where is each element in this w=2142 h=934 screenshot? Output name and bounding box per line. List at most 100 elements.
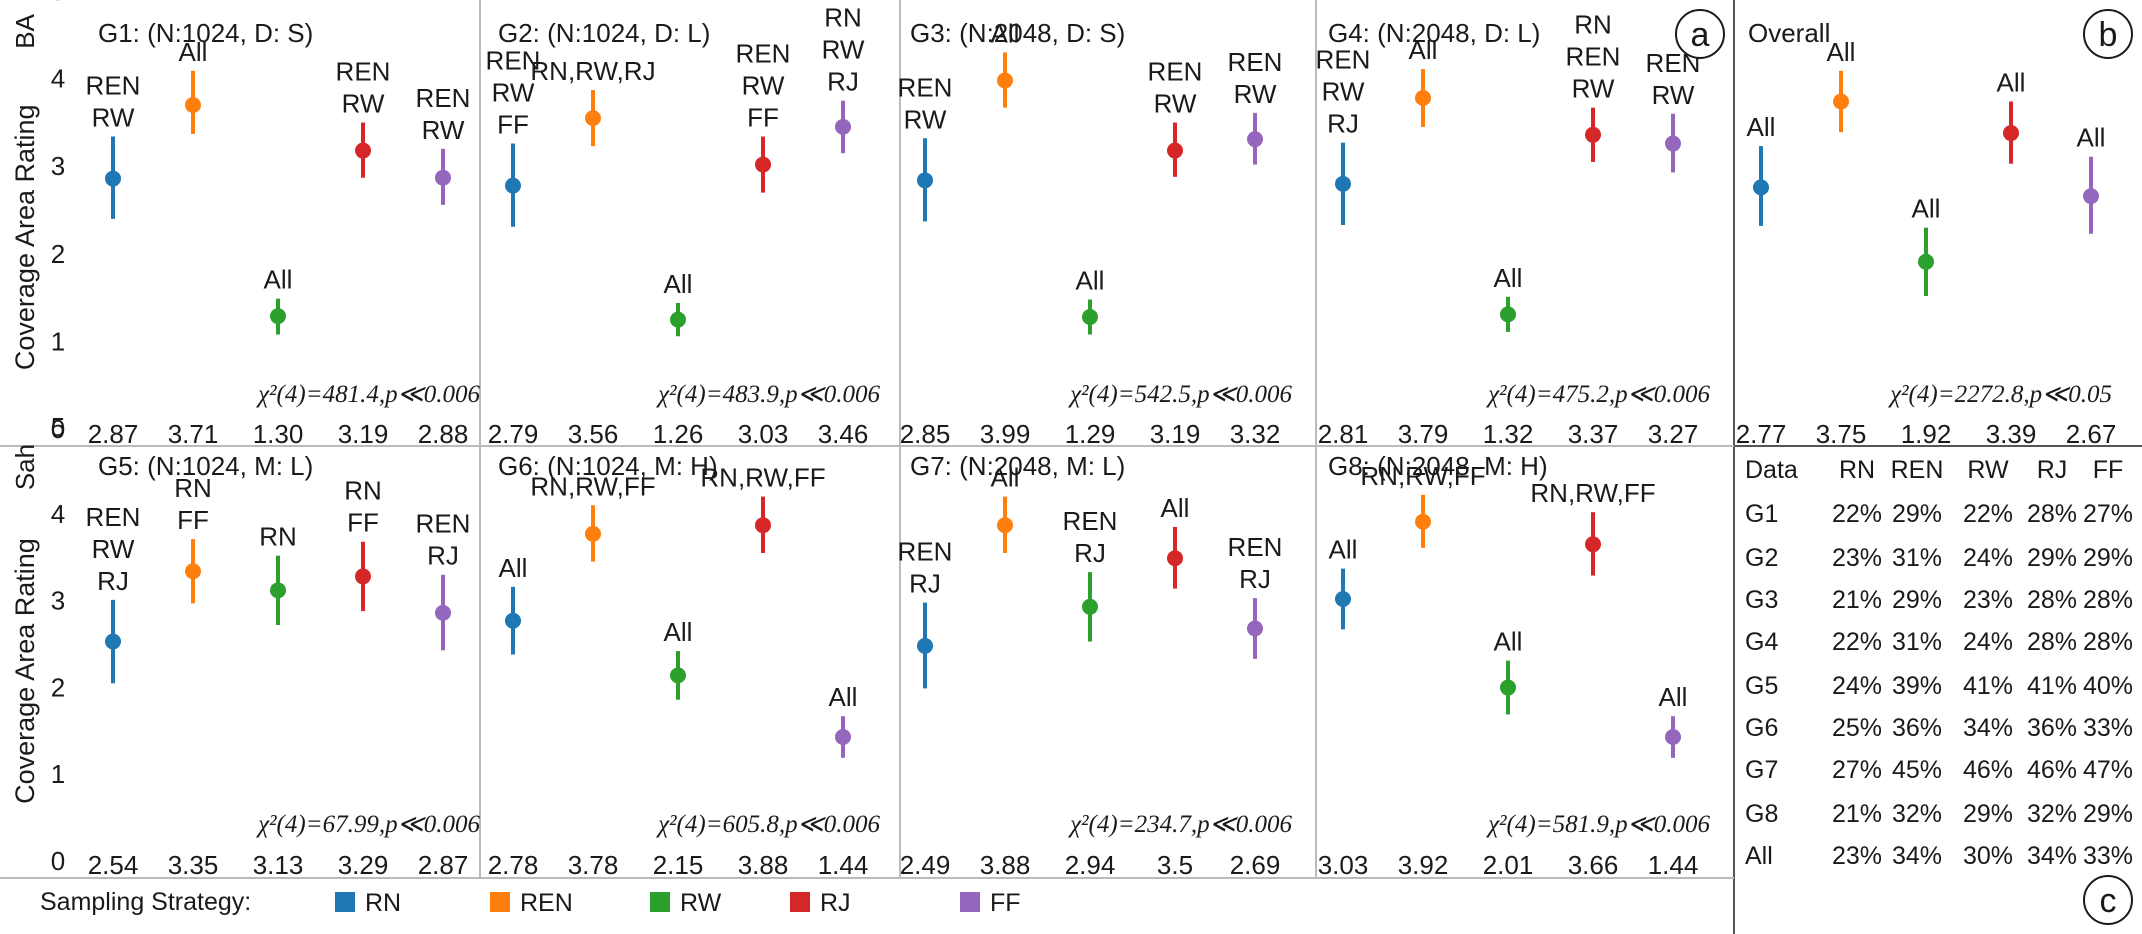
chi-square-stat: χ²(4)=234.7,p≪0.006 <box>1068 811 1292 838</box>
chi-square-stat: χ²(4)=475.2,p≪0.006 <box>1486 381 1710 408</box>
point-ff <box>1665 729 1681 746</box>
table-cell: 30% <box>1963 842 2013 870</box>
legend-label-ff: FF <box>990 889 1021 917</box>
panel-2: G2: (N:1024, D: L) χ²(4)=483.9,p≪0.006 REN… <box>486 3 881 449</box>
table-cell: 36% <box>2027 714 2077 742</box>
table-cell: 46% <box>2027 756 2077 784</box>
table-cell: 28% <box>2027 586 2077 614</box>
table-header-cell: Data <box>1745 456 1798 484</box>
significance-label: REN <box>1063 506 1118 536</box>
corner-label: a <box>1691 16 1710 54</box>
point-rw <box>670 311 686 328</box>
significance-label: REN <box>86 71 141 101</box>
significance-label: RW <box>342 89 385 119</box>
significance-label: All <box>1161 493 1190 523</box>
table-cell: 28% <box>2083 586 2133 614</box>
legend-label-rw: RW <box>680 889 722 917</box>
table-header-cell: FF <box>2093 456 2124 484</box>
significance-label: All <box>1659 682 1688 712</box>
mean-value: 3.56 <box>568 419 619 449</box>
significance-label: FF <box>747 103 779 133</box>
mean-value: 3.78 <box>568 850 619 880</box>
table-cell: 46% <box>1963 756 2013 784</box>
point-ren <box>997 72 1013 89</box>
y-tick-label: 2 <box>51 672 65 702</box>
significance-label: REN <box>898 72 953 102</box>
point-rj <box>755 156 771 173</box>
mean-value: 3.46 <box>818 419 869 449</box>
mean-value: 2.49 <box>900 850 951 880</box>
point-rn <box>105 170 121 187</box>
significance-label: RW <box>92 103 135 133</box>
mean-value: 2.94 <box>1065 850 1116 880</box>
point-rn <box>105 633 121 650</box>
panel-title: G5: (N:1024, M: L) <box>98 451 313 481</box>
significance-label: All <box>1997 68 2026 98</box>
panel-title: G3: (N:2048, D: S) <box>910 18 1125 48</box>
y-tick-label: 5 <box>51 0 65 6</box>
mean-value: 2.77 <box>1736 419 1787 449</box>
significance-label: REN <box>736 39 791 69</box>
significance-label: RW <box>1234 79 1277 109</box>
table-cell: 24% <box>1963 628 2013 656</box>
table-cell: 24% <box>1963 544 2013 572</box>
significance-label: RN,RW,RJ <box>530 56 655 86</box>
mean-value: 3.37 <box>1568 419 1619 449</box>
mean-value: 3.35 <box>168 850 219 880</box>
table-cell: 21% <box>1832 586 1882 614</box>
legend-label-ren: REN <box>520 889 573 917</box>
table-cell: 41% <box>2027 672 2077 700</box>
panel-title: G4: (N:2048, D: L) <box>1328 18 1540 48</box>
corner-label: b <box>2099 16 2118 54</box>
y-tick-label: 0 <box>51 414 65 444</box>
table-cell: All <box>1745 842 1773 870</box>
significance-label: RJ <box>1239 564 1271 594</box>
point-ren <box>1415 89 1431 106</box>
point-rw <box>270 582 286 599</box>
significance-label: RW <box>1652 80 1695 110</box>
table-cell: G6 <box>1745 714 1778 742</box>
significance-label: RN <box>344 476 382 506</box>
mean-value: 1.29 <box>1065 419 1116 449</box>
legend-title: Sampling Strategy: <box>40 888 251 916</box>
significance-label: RJ <box>1074 538 1106 568</box>
significance-label: All <box>264 265 293 295</box>
point-ren <box>585 110 601 127</box>
significance-label: All <box>1827 37 1856 67</box>
table-cell: G1 <box>1745 500 1778 528</box>
mean-value: 2.88 <box>418 419 469 449</box>
point-rw <box>670 667 686 684</box>
y-tick-label: 1 <box>51 759 65 789</box>
table-cell: 34% <box>1963 714 2013 742</box>
y-tick-label: 3 <box>51 151 65 181</box>
panel-title: G8: (N:2048, M: H) <box>1328 451 1548 481</box>
legend-swatch-rn <box>335 892 355 912</box>
significance-label: All <box>179 37 208 67</box>
table-header-cell: RN <box>1839 456 1875 484</box>
significance-label: REN <box>416 509 471 539</box>
y-tick-label: 0 <box>51 846 65 876</box>
significance-label: FF <box>347 508 379 538</box>
significance-label: REN <box>86 502 141 532</box>
point-rn <box>917 172 933 189</box>
point-ff <box>835 118 851 135</box>
table-cell: G8 <box>1745 800 1778 828</box>
table-cell: 25% <box>1832 714 1882 742</box>
mean-value: 1.44 <box>818 850 869 880</box>
table-cell: 39% <box>1892 672 1942 700</box>
point-rj <box>1167 550 1183 567</box>
table-cell: 29% <box>1892 500 1942 528</box>
significance-label: RJ <box>827 67 859 97</box>
table-header-cell: RJ <box>2037 456 2068 484</box>
point-rw <box>1500 679 1516 696</box>
mean-value: 3.29 <box>338 850 389 880</box>
table-cell: 22% <box>1963 500 2013 528</box>
significance-label: All <box>2077 123 2106 153</box>
corner-badge <box>2083 875 2133 925</box>
chart-row-ba: 0 1 2 3 4 5 BA Coverage Area Rating G1: (N:1024,… <box>10 0 2116 449</box>
significance-label: All <box>1494 263 1523 293</box>
mean-value: 3.66 <box>1568 850 1619 880</box>
